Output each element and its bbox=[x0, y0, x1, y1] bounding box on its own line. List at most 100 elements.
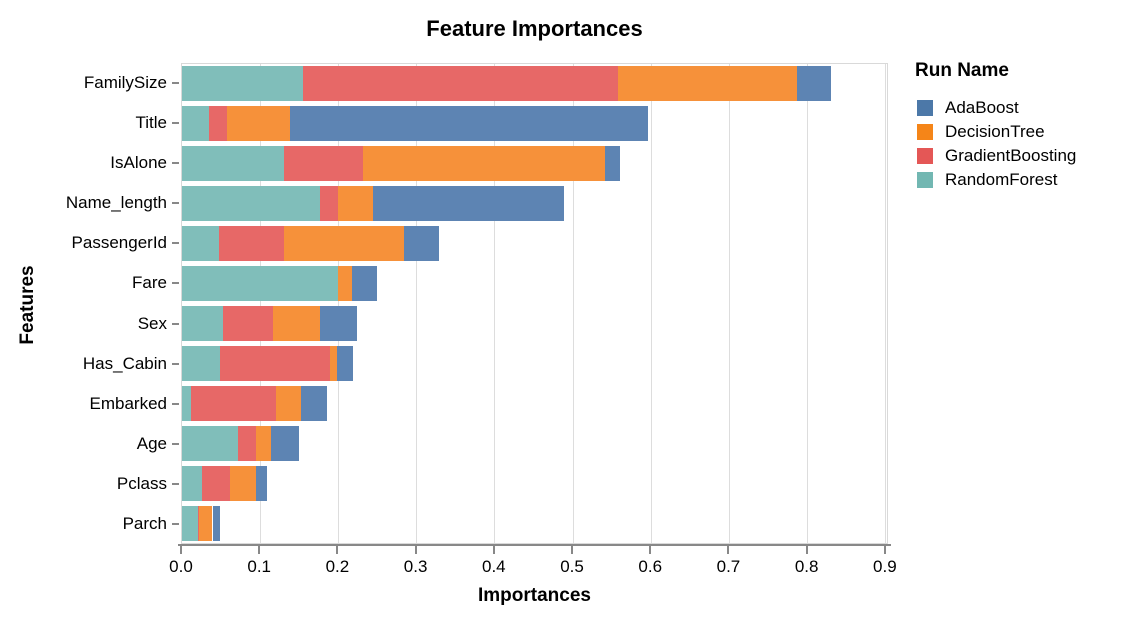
legend-item: GradientBoosting bbox=[915, 144, 1076, 168]
bar-row bbox=[182, 65, 887, 101]
legend-items: AdaBoost DecisionTree GradientBoosting Rand… bbox=[915, 96, 1076, 192]
legend-item: RandomForest bbox=[915, 168, 1076, 192]
bar-segment-adaboost bbox=[372, 185, 565, 221]
x-axis-tick-label: 0.6 bbox=[638, 557, 663, 576]
y-axis-tick bbox=[172, 322, 179, 325]
x-axis-tick-label: 0.9 bbox=[873, 557, 897, 576]
grid-line bbox=[416, 64, 418, 543]
grid-line bbox=[572, 64, 574, 543]
bar-segment-decisiontree bbox=[329, 346, 337, 382]
x-axis-tick bbox=[180, 546, 182, 554]
bar-row bbox=[182, 225, 887, 261]
legend-title: Run Name bbox=[915, 60, 1009, 81]
y-axis-tick bbox=[172, 362, 179, 365]
bar-segment-decisiontree bbox=[338, 185, 373, 221]
y-axis-tick bbox=[172, 282, 179, 285]
grid-line bbox=[259, 64, 261, 543]
bar-segment-randomforest bbox=[182, 506, 198, 542]
bar-segment-decisiontree bbox=[230, 466, 256, 502]
y-axis-tick-label: PassengerId bbox=[71, 233, 167, 253]
x-axis-tick-label: 0.4 bbox=[482, 557, 506, 576]
bar-segment-decisiontree bbox=[284, 225, 405, 261]
bar-segment-gradientboosting bbox=[283, 145, 363, 181]
bar-segment-randomforest bbox=[182, 185, 320, 221]
y-axis-title: Features bbox=[17, 265, 38, 345]
bar-segment-adaboost bbox=[404, 225, 440, 261]
legend-swatch-icon bbox=[917, 148, 933, 164]
bar-segment-decisiontree bbox=[338, 265, 352, 301]
x-axis-tick bbox=[492, 546, 495, 554]
x-axis-tick-label: 0.0 bbox=[169, 557, 193, 576]
bar-segment-gradientboosting bbox=[238, 426, 256, 462]
bar-segment-adaboost bbox=[336, 346, 354, 382]
y-axis-tick bbox=[172, 522, 179, 525]
y-axis-tick-label: Embarked bbox=[89, 393, 167, 413]
bar-segment-adaboost bbox=[212, 506, 220, 542]
bar-segment-randomforest bbox=[182, 265, 339, 301]
bar-row bbox=[182, 506, 887, 542]
bar-segment-adaboost bbox=[300, 386, 327, 422]
grid-line bbox=[885, 64, 887, 543]
y-axis-tick-label: Age bbox=[136, 433, 167, 453]
bar-segment-adaboost bbox=[289, 105, 649, 141]
bar-segment-gradientboosting bbox=[303, 65, 618, 101]
y-axis-tick-label: Fare bbox=[132, 273, 167, 293]
bar-segment-gradientboosting bbox=[190, 386, 276, 422]
x-axis-tick-label: 0.8 bbox=[794, 557, 819, 576]
bar-segment-decisiontree bbox=[226, 105, 290, 141]
y-axis-tick bbox=[172, 202, 179, 205]
bar-segment-decisiontree bbox=[275, 386, 301, 422]
bar-segment-gradientboosting bbox=[202, 466, 231, 502]
x-axis-tick-label: 0.7 bbox=[716, 557, 741, 576]
y-axis-tick-label: FamilySize bbox=[83, 73, 167, 93]
bar-segment-decisiontree bbox=[617, 65, 798, 101]
legend-swatch-icon bbox=[917, 124, 933, 140]
y-axis-tick bbox=[172, 122, 179, 125]
bar-row bbox=[182, 145, 887, 181]
x-axis-tick bbox=[258, 546, 261, 554]
x-axis-title: Importances bbox=[478, 585, 591, 606]
grid-line bbox=[807, 64, 809, 543]
legend-item: AdaBoost bbox=[915, 96, 1076, 120]
grid-line bbox=[494, 64, 496, 543]
bar-segment-adaboost bbox=[255, 466, 268, 502]
y-axis-tick bbox=[172, 242, 179, 245]
bar-segment-gradientboosting bbox=[319, 185, 339, 221]
y-axis-tick-label: Has_Cabin bbox=[82, 353, 167, 373]
y-axis-tick-label: Name_length bbox=[65, 193, 167, 213]
y-axis-tick bbox=[172, 402, 179, 405]
plot-area bbox=[181, 63, 888, 544]
legend: Run Name AdaBoost DecisionTree GradientBoo… bbox=[915, 60, 1076, 192]
y-axis-tick-label: Sex bbox=[137, 313, 167, 333]
x-axis-tick-label: 0.5 bbox=[560, 557, 584, 576]
legend-swatch-icon bbox=[917, 100, 933, 116]
legend-item-label: RandomForest bbox=[945, 170, 1058, 189]
x-axis-tick bbox=[336, 546, 339, 554]
x-axis-tick bbox=[649, 546, 652, 554]
legend-swatch-icon bbox=[917, 172, 933, 188]
y-axis-tick-label: Pclass bbox=[116, 473, 167, 493]
bar-segment-adaboost bbox=[320, 306, 358, 342]
bar-segment-randomforest bbox=[182, 466, 203, 502]
bar-segment-gradientboosting bbox=[222, 306, 273, 342]
bar-segment-randomforest bbox=[182, 306, 223, 342]
y-axis-tick bbox=[172, 162, 179, 165]
bar-segment-decisiontree bbox=[255, 426, 272, 462]
x-axis-tick bbox=[727, 546, 730, 554]
bar-segment-randomforest bbox=[182, 386, 191, 422]
x-axis-tick bbox=[805, 546, 808, 554]
x-axis-tick bbox=[414, 546, 417, 554]
y-axis-tick bbox=[172, 482, 179, 485]
legend-item-label: DecisionTree bbox=[945, 122, 1045, 141]
grid-line bbox=[728, 64, 730, 543]
bar-row bbox=[182, 105, 887, 141]
bar-segment-randomforest bbox=[182, 105, 210, 141]
x-axis-tick-label: 0.3 bbox=[403, 557, 428, 576]
bar-row bbox=[182, 346, 887, 382]
bar-segment-decisiontree bbox=[362, 145, 606, 181]
bar-segment-gradientboosting bbox=[220, 346, 330, 382]
y-axis-tick-label: IsAlone bbox=[110, 153, 167, 173]
bar-segment-randomforest bbox=[182, 346, 221, 382]
bar-segment-decisiontree bbox=[199, 506, 213, 542]
bar-segment-adaboost bbox=[605, 145, 620, 181]
